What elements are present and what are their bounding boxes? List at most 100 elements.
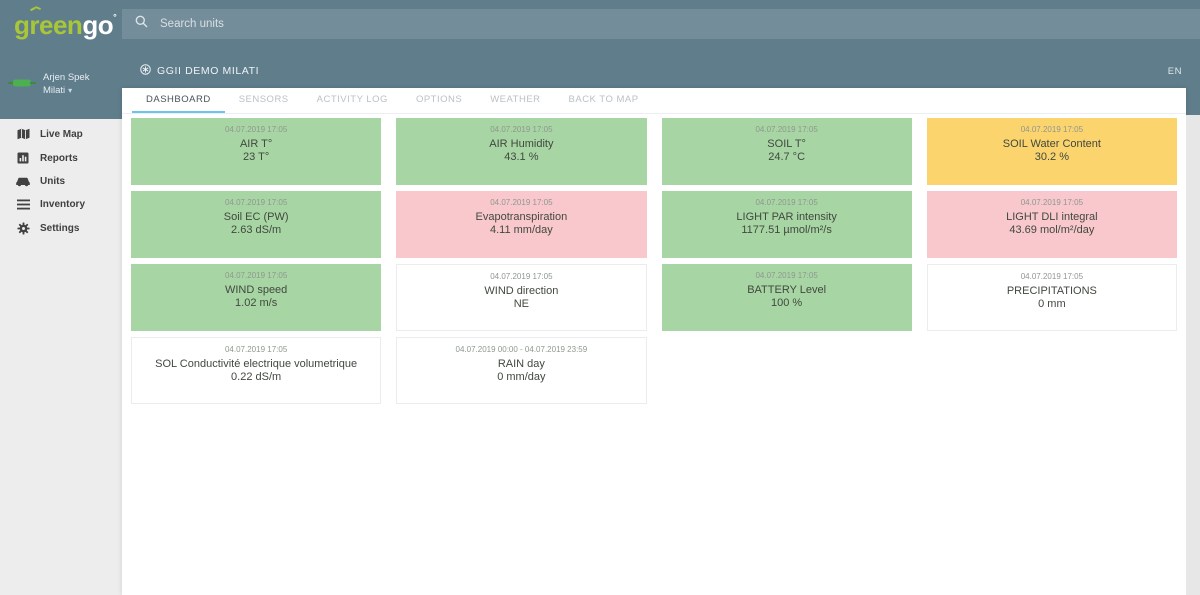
sensor-card-air-humidity[interactable]: 04.07.2019 17:05 AIR Humidity 43.1 %	[396, 118, 647, 185]
chevron-down-icon: ▾	[68, 86, 73, 95]
card-timestamp: 04.07.2019 17:05	[490, 272, 553, 281]
card-title: Soil EC (PW)	[223, 211, 289, 223]
user-menu[interactable]: Arjen Spek Milati ▾	[8, 71, 122, 97]
card-title: SOIL Water Content	[1002, 138, 1101, 150]
card-value: 24.7 °C	[768, 151, 806, 163]
settings-icon	[16, 222, 30, 235]
tab-activity-log[interactable]: ACTIVITY LOG	[316, 94, 388, 105]
card-title: WIND speed	[224, 284, 288, 296]
card-value: NE	[513, 298, 530, 310]
sensor-card-soil-t[interactable]: 04.07.2019 17:05 SOIL T° 24.7 °C	[661, 118, 912, 185]
tab-options[interactable]: OPTIONS	[415, 94, 463, 105]
sidebar: Live Map Reports Units Inventory Settings	[0, 119, 122, 595]
card-value: 2.63 dS/m	[231, 224, 282, 236]
sidebar-item-units[interactable]: Units	[0, 170, 122, 193]
card-title: AIR T°	[239, 138, 273, 150]
card-timestamp: 04.07.2019 17:05	[224, 198, 288, 207]
units-icon	[16, 176, 30, 187]
card-timestamp: 04.07.2019 17:05	[1020, 125, 1084, 134]
search-bar[interactable]	[122, 9, 1200, 39]
sensor-grid: 04.07.2019 17:05 AIR T° 23 T° 04.07.2019 17…	[122, 114, 1186, 408]
card-value: 4.11 mm/day	[489, 224, 553, 236]
card-value: 1177.51 µmol/m²/s	[741, 224, 832, 236]
sensor-card-light-dli-integral[interactable]: 04.07.2019 17:05 LIGHT DLI integral 43.69 …	[926, 191, 1177, 258]
language-selector[interactable]: EN	[1167, 66, 1182, 77]
card-value: 0 mm/day	[497, 371, 546, 383]
sensor-card-sol-conductivit-electrique-volumetrique[interactable]: 04.07.2019 17:05 SOL Conductivité electri…	[131, 337, 382, 404]
sensor-card-soil-water-content[interactable]: 04.07.2019 17:05 SOIL Water Content 30.2 %	[926, 118, 1177, 185]
logo-trademark: °	[113, 12, 117, 22]
leaf-accent-icon: r	[29, 10, 40, 40]
sensor-card-wind-direction[interactable]: 04.07.2019 17:05 WIND direction NE	[396, 264, 647, 331]
sidebar-menu: Live Map Reports Units Inventory Settings	[0, 119, 122, 241]
card-title: WIND direction	[484, 285, 559, 297]
card-title: SOL Conductivité electrique volumetrique	[155, 358, 358, 370]
logo-text-go: go	[82, 10, 114, 40]
sidebar-item-inventory[interactable]: Inventory	[0, 193, 122, 216]
card-timestamp: 04.07.2019 17:05	[490, 125, 553, 134]
card-title: SOIL T°	[767, 138, 806, 150]
map-icon	[16, 128, 30, 140]
card-value: 43.1 %	[504, 151, 539, 163]
card-timestamp: 04.07.2019 17:05	[755, 271, 818, 280]
card-value: 1.02 m/s	[235, 297, 278, 309]
sidebar-item-label: Units	[40, 176, 65, 187]
card-timestamp: 04.07.2019 17:05	[224, 271, 288, 280]
unit-icon	[140, 64, 151, 78]
card-timestamp: 04.07.2019 17:05	[224, 345, 288, 354]
sensor-card-light-par-intensity[interactable]: 04.07.2019 17:05 LIGHT PAR intensity 1177.…	[661, 191, 912, 258]
card-value: 100 %	[771, 297, 803, 309]
card-value: 43.69 mol/m²/day	[1009, 224, 1095, 236]
card-timestamp: 04.07.2019 17:05	[1020, 272, 1084, 281]
card-timestamp: 04.07.2019 17:05	[490, 198, 553, 207]
sidebar-item-live-map[interactable]: Live Map	[0, 122, 122, 146]
logo-text-green: green	[14, 10, 83, 40]
card-title: PRECIPITATIONS	[1006, 285, 1097, 297]
greengo-logo[interactable]: greengo°	[14, 10, 117, 41]
tab-bar: DASHBOARD SENSORS ACTIVITY LOG OPTIONS WEATH…	[122, 88, 1186, 114]
sidebar-item-label: Live Map	[40, 128, 83, 140]
sidebar-item-label: Inventory	[40, 199, 86, 210]
tab-back-to-map[interactable]: BACK TO MAP	[568, 94, 639, 105]
inventory-icon	[16, 199, 30, 210]
card-title: RAIN day	[497, 358, 545, 370]
reports-icon	[16, 152, 30, 164]
scrollbar[interactable]	[1186, 115, 1200, 595]
sensor-card-rain-day[interactable]: 04.07.2019 00:00 - 04.07.2019 23:59 RAIN …	[396, 337, 647, 404]
main-panel: DASHBOARD SENSORS ACTIVITY LOG OPTIONS WEATH…	[122, 88, 1186, 595]
card-timestamp: 04.07.2019 00:00 - 04.07.2019 23:59	[455, 345, 588, 354]
card-timestamp: 04.07.2019 17:05	[755, 198, 818, 207]
card-title: AIR Humidity	[489, 138, 554, 150]
tab-dashboard[interactable]: DASHBOARD	[132, 88, 225, 113]
sensor-card-evapotranspiration[interactable]: 04.07.2019 17:05 Evapotranspiration 4.11 m…	[396, 191, 647, 258]
sensor-device-icon	[8, 75, 36, 93]
card-value: 30.2 %	[1034, 151, 1069, 163]
sidebar-item-label: Reports	[40, 152, 78, 164]
card-value: 0.22 dS/m	[231, 371, 282, 383]
sensor-card-wind-speed[interactable]: 04.07.2019 17:05 WIND speed 1.02 m/s	[131, 264, 382, 331]
card-title: Evapotranspiration	[475, 211, 568, 223]
card-timestamp: 04.07.2019 17:05	[755, 125, 818, 134]
search-icon	[135, 15, 148, 33]
sensor-card-soil-ec-pw[interactable]: 04.07.2019 17:05 Soil EC (PW) 2.63 dS/m	[131, 191, 382, 258]
card-timestamp: 04.07.2019 17:05	[1020, 198, 1084, 207]
card-value: 0 mm	[1038, 298, 1066, 310]
sidebar-item-label: Settings	[40, 223, 80, 234]
sensor-card-battery-level[interactable]: 04.07.2019 17:05 BATTERY Level 100 %	[661, 264, 912, 331]
unit-header: GGII DEMO MILATI	[140, 64, 259, 78]
sidebar-item-reports[interactable]: Reports	[0, 146, 122, 170]
sensor-card-precipitations[interactable]: 04.07.2019 17:05 PRECIPITATIONS 0 mm	[926, 264, 1177, 331]
card-value: 23 T°	[243, 151, 270, 163]
user-name: Arjen Spek	[43, 72, 90, 83]
tab-weather[interactable]: WEATHER	[490, 94, 541, 105]
card-timestamp: 04.07.2019 17:05	[224, 125, 288, 134]
user-org: Milati	[43, 85, 66, 96]
sensor-card-air-t[interactable]: 04.07.2019 17:05 AIR T° 23 T°	[131, 118, 382, 185]
card-title: LIGHT PAR intensity	[736, 211, 837, 223]
sidebar-item-settings[interactable]: Settings	[0, 216, 122, 241]
card-title: LIGHT DLI integral	[1006, 211, 1098, 223]
unit-title: GGII DEMO MILATI	[157, 65, 260, 77]
search-input[interactable]	[160, 18, 460, 30]
tab-sensors[interactable]: SENSORS	[238, 94, 289, 105]
card-title: BATTERY Level	[747, 284, 827, 296]
